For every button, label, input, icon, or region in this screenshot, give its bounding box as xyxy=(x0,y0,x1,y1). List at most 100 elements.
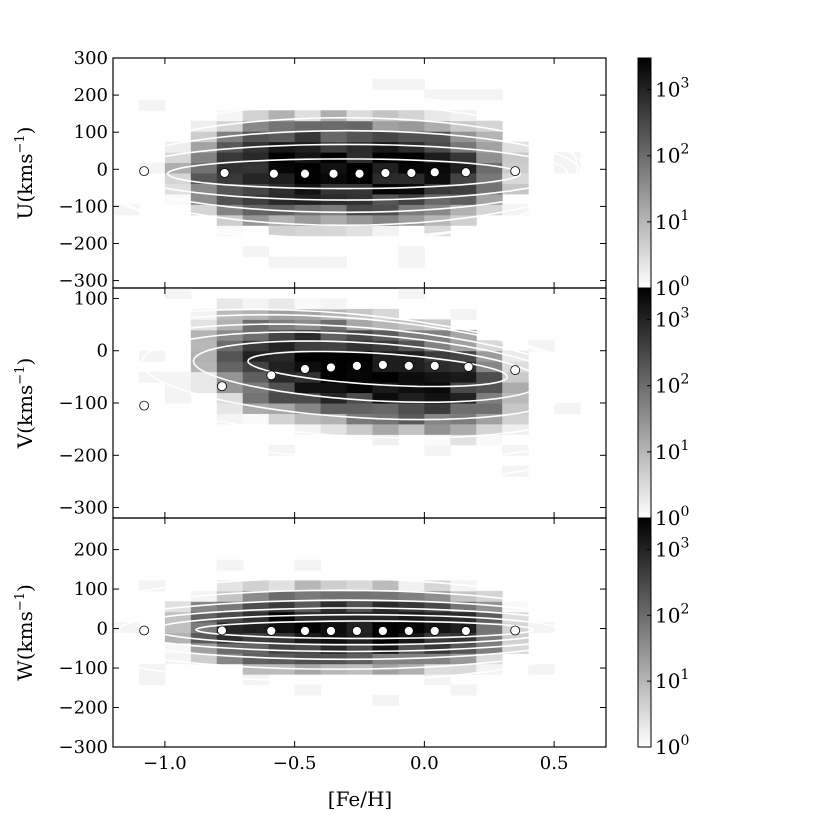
x-tick-label: 0.5 xyxy=(540,753,569,774)
heatmap-cell xyxy=(450,120,477,132)
heatmap-cell xyxy=(242,590,270,602)
contour-line xyxy=(153,613,560,646)
heatmap-cell xyxy=(424,225,451,237)
heatmap-cell xyxy=(294,162,322,174)
heatmap-cell xyxy=(346,225,373,237)
contour-line xyxy=(247,350,509,388)
heatmap-cell xyxy=(294,350,322,362)
mean-point xyxy=(377,626,388,636)
heatmap-cell xyxy=(528,663,555,675)
heatmap-cell xyxy=(164,622,192,633)
heatmap-cell xyxy=(528,622,555,633)
heatmap-cell xyxy=(346,423,373,435)
heatmap-cell xyxy=(190,204,218,216)
heatmap-cell xyxy=(242,329,270,341)
y-axis-label: V(kms−1) xyxy=(13,358,37,450)
heatmap-cell xyxy=(346,141,373,153)
heatmap-cell xyxy=(294,403,322,414)
heatmap-cell xyxy=(268,329,296,341)
heatmap-cell xyxy=(424,444,451,456)
heatmap-cell xyxy=(398,162,425,174)
heatmap-cell xyxy=(320,298,348,310)
heatmap-cell xyxy=(346,110,373,122)
heatmap-cell xyxy=(294,204,322,216)
heatmap-cell xyxy=(372,392,399,404)
heatmap-cell xyxy=(294,225,322,237)
heatmap-cell xyxy=(424,120,451,132)
heatmap-cell xyxy=(216,173,244,184)
heatmap-cell xyxy=(242,246,270,258)
x-tick-label: 0.0 xyxy=(410,753,439,774)
contours-W xyxy=(113,577,606,682)
heatmap-cell xyxy=(450,684,477,696)
heatmap-cell xyxy=(164,371,192,383)
heatmap-cell xyxy=(320,110,348,122)
heatmap-cell xyxy=(476,601,503,613)
heatmap-cell xyxy=(242,162,270,174)
heatmap-cell xyxy=(268,611,296,623)
y-tick-label: −100 xyxy=(59,658,108,679)
contour-line xyxy=(166,158,522,190)
heatmap-cell xyxy=(268,162,296,174)
heatmap-cell xyxy=(320,214,348,226)
heatmap-cell xyxy=(372,319,399,331)
heatmap-cell xyxy=(398,152,425,164)
mean-point xyxy=(460,626,471,636)
heatmap-cell xyxy=(398,141,425,153)
heatmap-cell xyxy=(476,204,503,216)
heatmap-cell xyxy=(190,642,218,654)
heatmap-cell xyxy=(216,298,244,310)
heatmap-cell xyxy=(190,131,218,143)
heatmap-cell xyxy=(372,173,399,184)
panel-frame xyxy=(112,517,607,748)
heatmap-cell xyxy=(294,392,322,404)
heatmap-cell xyxy=(398,78,425,90)
colorbar-layer: 100 101 102 103 100 101 102 103 100 101 102 103 xyxy=(637,57,689,759)
heatmap-cell xyxy=(268,340,296,352)
y-tick-label: 100 xyxy=(74,579,108,600)
heatmap-cell xyxy=(268,403,296,414)
panel-V: 100 0 −100 −200 −300 V(kms−1) xyxy=(13,287,607,519)
colorbar-tick-label: 101 xyxy=(655,208,689,234)
heatmap-cell xyxy=(424,392,451,404)
heatmap-cell xyxy=(424,423,451,435)
heatmap-cell xyxy=(424,193,451,205)
heatmap-cell xyxy=(424,162,451,174)
heatmap-cell xyxy=(398,173,425,184)
heatmap-cell xyxy=(450,392,477,404)
heatmap-cell xyxy=(424,434,451,446)
heatmap-cell xyxy=(372,611,399,623)
heatmap-cell xyxy=(372,340,399,352)
heatmap-cell xyxy=(242,632,270,644)
heatmap-cell xyxy=(268,361,296,373)
heatmap-cell xyxy=(398,663,425,675)
heatmap-cell xyxy=(138,350,166,362)
heatmap-cell xyxy=(450,580,477,592)
heatmap-cell xyxy=(320,141,348,153)
heatmap-cell xyxy=(294,308,322,320)
heatmap-cell xyxy=(502,371,529,383)
heatmap-cell xyxy=(268,642,296,654)
heatmap-cell xyxy=(502,465,529,477)
heatmap-cell xyxy=(294,423,322,435)
heatmap-cell xyxy=(216,622,244,633)
heatmap-cell xyxy=(476,434,503,446)
heatmap-cell xyxy=(190,329,218,341)
heatmap-cell xyxy=(502,173,529,184)
heatmap-cell xyxy=(424,371,451,383)
heatmap-cell xyxy=(476,611,503,623)
heatmap-cell xyxy=(502,611,529,623)
heatmap-cell xyxy=(294,214,322,226)
heatmap-cell xyxy=(190,601,218,613)
heatmap-cell xyxy=(216,611,244,623)
heatmap-cell xyxy=(190,141,218,153)
heatmap-cell xyxy=(294,173,322,184)
heatmap-cell xyxy=(294,559,322,571)
heatmap-cell xyxy=(242,413,270,425)
contour-line xyxy=(113,323,599,439)
heatmap-cell xyxy=(294,340,322,352)
heatmap-cell xyxy=(372,382,399,394)
heatmap-cell xyxy=(216,392,244,404)
contours-U xyxy=(113,92,594,243)
colorbar-U: 100 101 102 103 xyxy=(637,57,689,300)
